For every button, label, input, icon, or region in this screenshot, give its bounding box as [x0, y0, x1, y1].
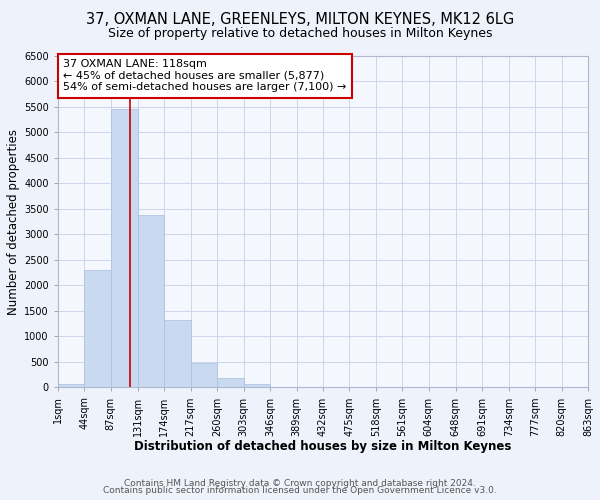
Y-axis label: Number of detached properties: Number of detached properties — [7, 128, 20, 314]
Bar — [85, 270, 111, 388]
Bar — [138, 215, 164, 388]
Bar — [244, 384, 270, 388]
Bar — [217, 378, 244, 388]
Text: 37 OXMAN LANE: 118sqm
← 45% of detached houses are smaller (5,877)
54% of semi-d: 37 OXMAN LANE: 118sqm ← 45% of detached … — [63, 60, 347, 92]
Bar — [164, 320, 191, 388]
Text: 37, OXMAN LANE, GREENLEYS, MILTON KEYNES, MK12 6LG: 37, OXMAN LANE, GREENLEYS, MILTON KEYNES… — [86, 12, 514, 28]
Bar — [191, 363, 217, 388]
X-axis label: Distribution of detached houses by size in Milton Keynes: Distribution of detached houses by size … — [134, 440, 512, 453]
Bar — [58, 384, 85, 388]
Text: Contains HM Land Registry data © Crown copyright and database right 2024.: Contains HM Land Registry data © Crown c… — [124, 478, 476, 488]
Text: Contains public sector information licensed under the Open Government Licence v3: Contains public sector information licen… — [103, 486, 497, 495]
Text: Size of property relative to detached houses in Milton Keynes: Size of property relative to detached ho… — [108, 28, 492, 40]
Bar — [111, 110, 138, 388]
